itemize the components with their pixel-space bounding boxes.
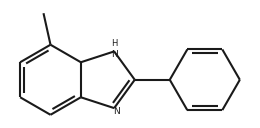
Text: N: N — [111, 50, 118, 58]
Text: H: H — [112, 39, 118, 48]
Text: N: N — [113, 107, 119, 116]
